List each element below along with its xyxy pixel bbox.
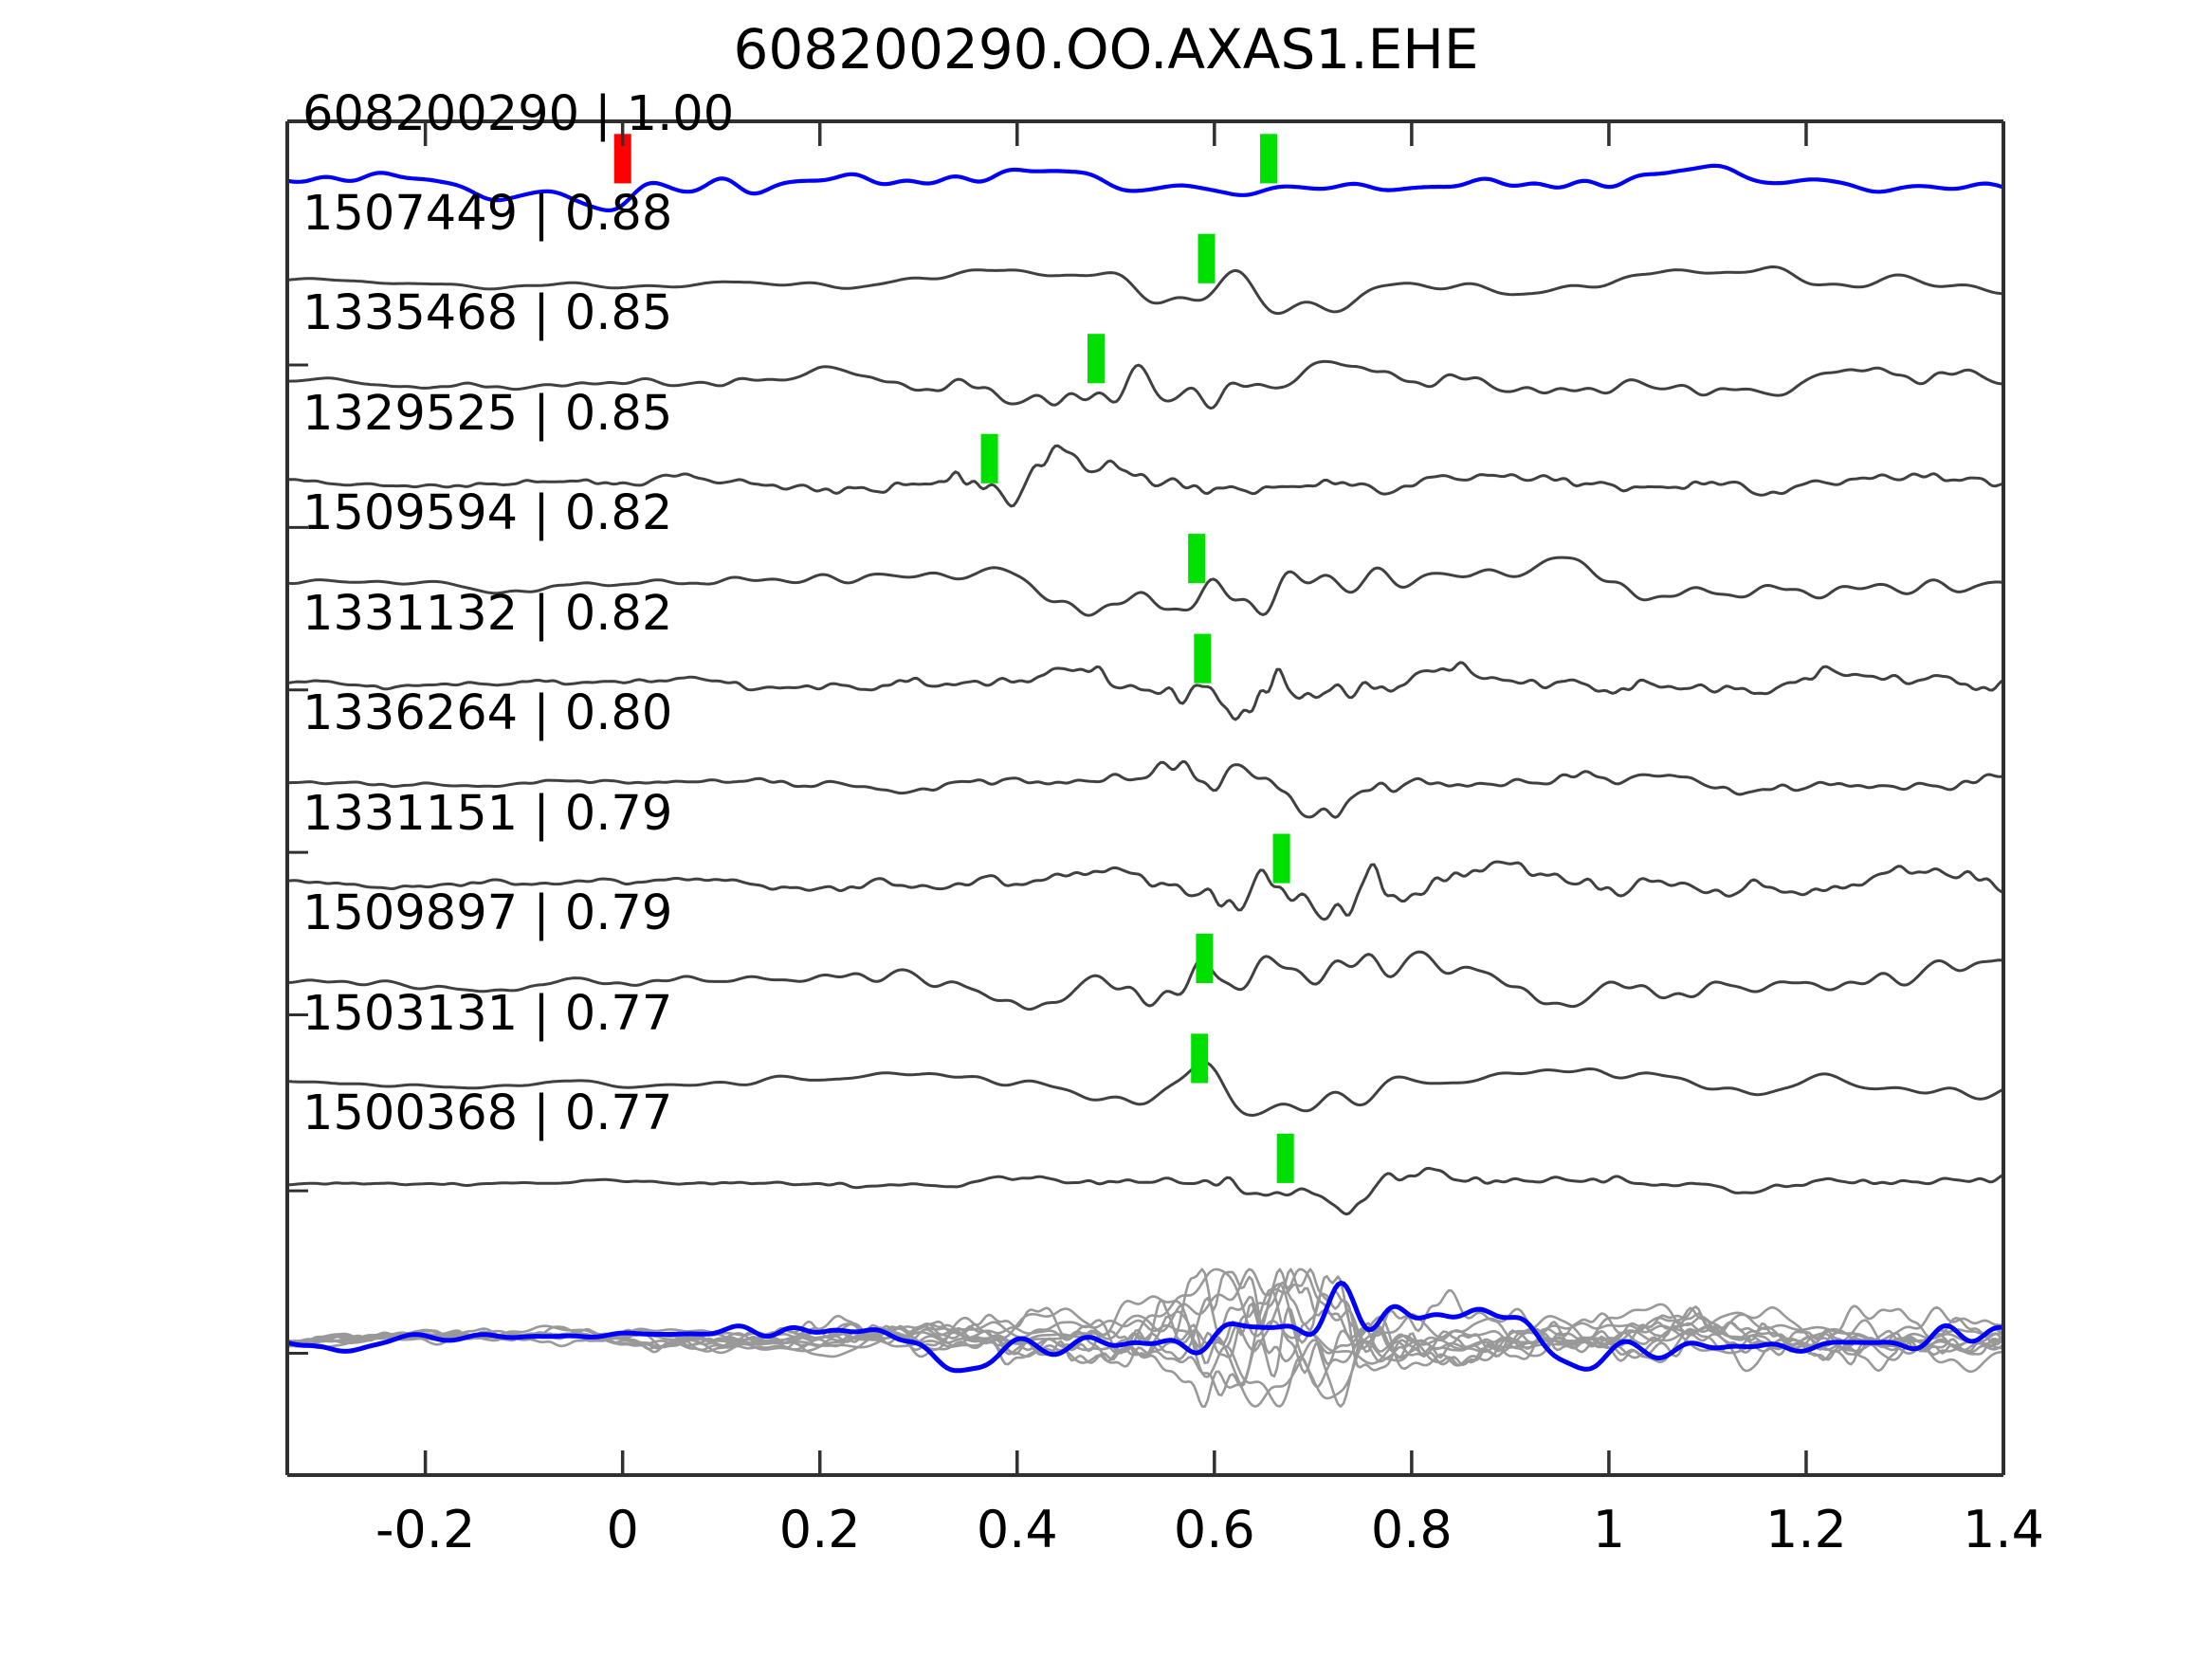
- detection-pick-marker: [980, 433, 998, 483]
- x-axis-tick-label: 1.4: [1963, 1500, 2044, 1559]
- waveform-trace: [287, 444, 2003, 508]
- stack-template-trace: [287, 1280, 2003, 1374]
- waveform-trace: [287, 661, 2003, 721]
- x-axis-tick-label: 1: [1592, 1500, 1626, 1559]
- template-pick-marker: [613, 134, 631, 184]
- waveform-canvas: [287, 134, 2003, 1408]
- detection-pick-marker: [1188, 534, 1206, 584]
- detection-pick-marker: [1196, 933, 1214, 983]
- waveform-trace: [287, 265, 2003, 316]
- stack-overlay-trace: [287, 1267, 2003, 1373]
- waveform-trace: [287, 860, 2003, 921]
- waveform-trace: [287, 556, 2003, 617]
- waveform-trace: [287, 1061, 2003, 1117]
- stack-overlay-trace: [287, 1267, 2003, 1365]
- x-axis-tick-label: 0.4: [976, 1500, 1058, 1559]
- waveform-trace: [287, 163, 2003, 212]
- waveform-trace: [287, 950, 2003, 1012]
- detection-pick-marker: [1197, 233, 1216, 283]
- detection-pick-marker: [1260, 134, 1277, 184]
- x-axis-tick-label: 0: [606, 1500, 639, 1559]
- stack-overlay-trace: [287, 1295, 2003, 1408]
- detection-pick-marker: [1194, 633, 1212, 684]
- x-axis-tick-label: 0.2: [778, 1500, 861, 1559]
- detection-pick-marker: [1276, 1133, 1294, 1183]
- waveform-plot-area: [287, 121, 2003, 1475]
- detection-pick-marker: [1272, 833, 1290, 884]
- page-title: 608200290.OO.AXAS1.EHE: [733, 17, 1479, 82]
- waveform-trace: [287, 359, 2003, 410]
- detection-pick-marker: [1191, 1033, 1209, 1084]
- x-axis-tick-label: 0.8: [1370, 1500, 1453, 1559]
- waveform-trace: [287, 1166, 2003, 1216]
- waveform-trace: [287, 759, 2003, 819]
- detection-pick-marker: [1088, 334, 1105, 384]
- x-axis-tick-label: 0.6: [1173, 1500, 1255, 1559]
- x-axis-tick-label: 1.2: [1765, 1500, 1847, 1559]
- x-axis-tick-label: -0.2: [375, 1500, 476, 1559]
